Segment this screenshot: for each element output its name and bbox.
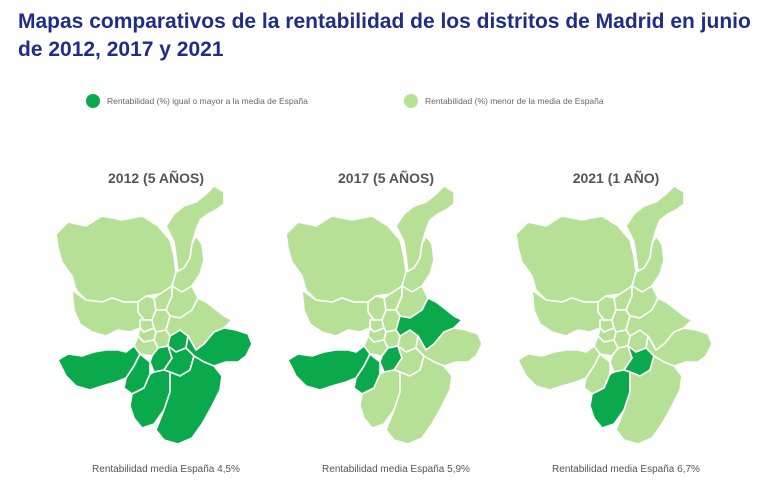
map-heading: 2021 (1 AÑO) (572, 170, 660, 186)
district-fuencarral (285, 215, 407, 303)
madrid-district-map (55, 186, 253, 445)
district-fuencarral (515, 215, 637, 303)
map-2012: 2012 (5 AÑOS) Rentabilidad media España … (46, 160, 286, 480)
district-fuencarral (55, 215, 177, 303)
district-villa-vallecas (385, 355, 453, 445)
map-2017: 2017 (5 AÑOS) Rentabilidad media España … (276, 160, 516, 480)
map-heading: 2017 (5 AÑOS) (338, 170, 434, 186)
legend-above: Rentabilidad (%) igual o mayor a la medi… (86, 93, 308, 109)
district-villa-vallecas (155, 355, 223, 445)
map-caption: Rentabilidad media España 6,7% (552, 464, 700, 475)
page-title: Mapas comparativos de la rentabilidad de… (18, 10, 751, 61)
legend-below-label: Rentabilidad (%) menor de la media de Es… (425, 96, 604, 106)
map-caption: Rentabilidad media España 5,9% (322, 464, 470, 475)
legend-above-swatch (86, 94, 100, 108)
map-heading: 2012 (5 AÑOS) (108, 170, 204, 186)
legend-below: Rentabilidad (%) menor de la media de Es… (404, 93, 604, 109)
legend-below-swatch (404, 94, 418, 108)
madrid-district-map (515, 186, 713, 445)
map-2021: 2021 (1 AÑO) Rentabilidad media España 6… (506, 160, 746, 480)
map-caption: Rentabilidad media España 4,5% (92, 464, 240, 475)
district-villa-vallecas (615, 355, 683, 445)
madrid-district-map (285, 186, 483, 445)
legend-above-label: Rentabilidad (%) igual o mayor a la medi… (107, 96, 308, 106)
